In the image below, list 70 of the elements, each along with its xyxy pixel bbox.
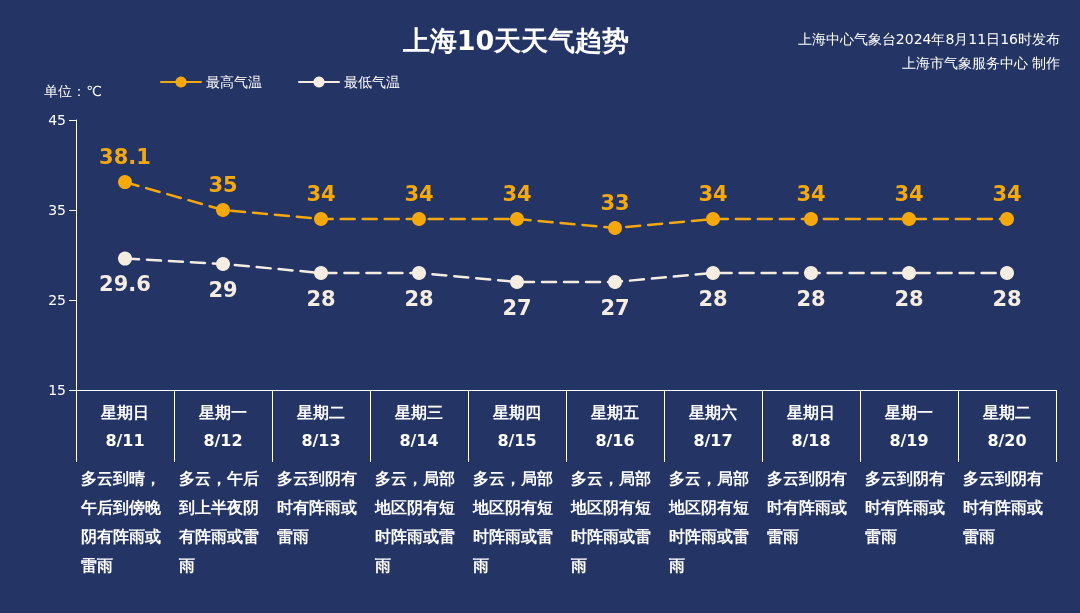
point [1000,212,1014,226]
data-label: 34 [894,181,924,206]
x-tick-label: 星期日 8/18 [786,402,835,450]
point [608,275,622,289]
legend-label: 最高气温 [206,74,262,90]
chart-title: 上海10天天气趋势 [401,25,630,56]
data-label: 29 [208,277,238,302]
point [118,175,132,190]
x-tick-label: 星期五 8/16 [590,402,639,450]
y-axis-title: 单位：℃ [44,83,102,99]
point [902,266,916,280]
point [1000,266,1014,280]
data-label: 27 [600,295,630,320]
point [902,212,916,226]
point [314,266,328,280]
point [314,212,328,226]
text: 多云，午后到上半夜阴有阵雨或雷雨 [178,469,259,575]
data-label: 34 [306,181,336,206]
x-tick-label: 星期日 8/11 [100,402,149,450]
text: 上海中心气象台2024年8月11日16时发布 [797,31,1060,47]
data-label: 28 [404,286,434,311]
y-tick-label: 35 [48,202,66,218]
text: 多云到阴有时有阵雨或雷雨 [963,469,1043,546]
point [216,203,230,217]
point [412,266,426,280]
data-label: 29.6 [99,272,151,297]
point [412,212,426,226]
data-label: 34 [698,181,728,206]
x-tick-label: 星期六 8/17 [688,402,737,450]
point [510,275,524,289]
data-label: 33 [600,190,630,215]
data-label: 28 [992,286,1022,311]
point [706,212,720,226]
text: 多云，局部地区阴有短时阵雨或雷雨 [570,469,651,575]
data-label: 28 [894,286,924,311]
text: 上海市气象服务中心 制作 [901,55,1060,71]
data-label: 34 [502,181,532,206]
data-label: 34 [796,181,826,206]
text: 多云，局部地区阴有短时阵雨或雷雨 [374,469,455,575]
text: 多云，局部地区阴有短时阵雨或雷雨 [472,469,553,575]
text: 多云到阴有时有阵雨或雷雨 [865,469,945,546]
data-label: 28 [698,286,728,311]
point [804,266,818,280]
data-label: 28 [796,286,826,311]
y-tick-label: 45 [48,112,66,128]
data-label: 34 [992,181,1022,206]
point [510,212,524,226]
text: 多云到阴有时有阵雨或雷雨 [277,469,357,546]
legend-label: 最低气温 [344,74,400,90]
point [804,212,818,226]
x-tick-label: 星期一 8/19 [884,402,933,450]
y-tick-label: 25 [48,292,66,308]
y-tick-label: 15 [48,382,66,398]
text: 多云，局部地区阴有短时阵雨或雷雨 [668,469,749,575]
x-tick-label: 星期三 8/14 [394,402,443,450]
text: 多云到晴，午后到傍晚阴有阵雨或雷雨 [80,469,162,575]
x-tick-label: 星期四 8/15 [492,402,541,450]
data-label: 28 [306,286,336,311]
point [608,221,622,235]
point [118,251,132,266]
x-tick-label: 星期二 8/20 [982,402,1031,450]
x-tick-label: 星期二 8/13 [296,402,345,450]
data-label: 35 [208,172,238,197]
x-tick-label: 星期一 8/12 [198,402,247,450]
data-label: 34 [404,181,434,206]
text: 多云到阴有时有阵雨或雷雨 [767,469,847,546]
point [216,257,230,271]
data-label: 27 [502,295,532,320]
point [706,266,720,280]
data-label: 38.1 [99,144,151,169]
